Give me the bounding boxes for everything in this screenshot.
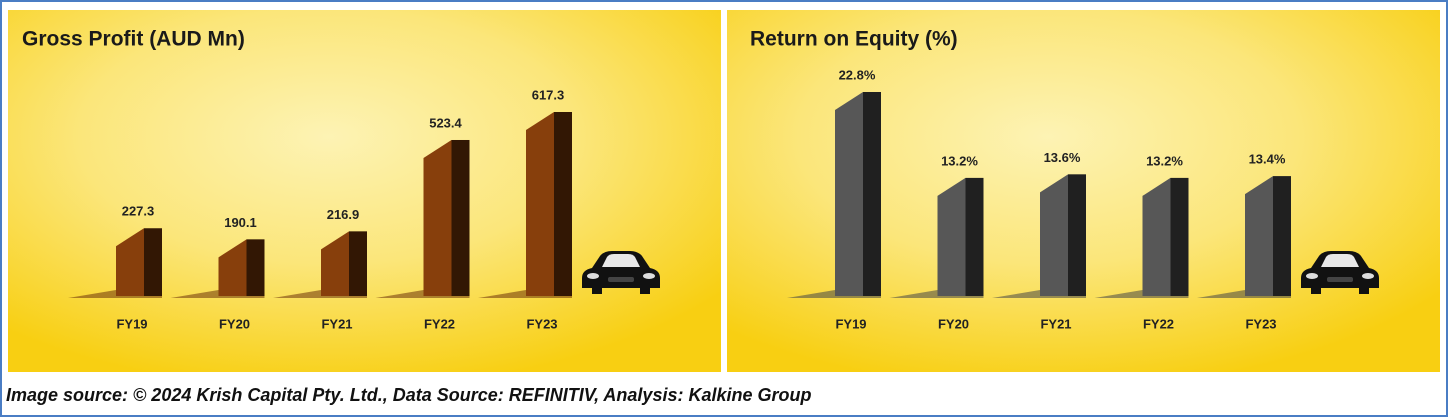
x-tick-label: FY19 [116, 316, 147, 331]
x-tick-label: FY20 [219, 316, 250, 331]
bar-side [1170, 177, 1189, 296]
bar [321, 231, 367, 296]
value-label: 523.4 [429, 115, 462, 130]
x-tick-label: FY23 [1245, 316, 1276, 331]
bar-side [863, 92, 881, 296]
bar-side [144, 228, 162, 296]
x-tick-label: FY21 [321, 316, 352, 331]
caption: Image source: © 2024 Krish Capital Pty. … [6, 385, 811, 405]
value-label: 22.8% [839, 67, 876, 82]
bar-front [1245, 176, 1273, 296]
bar-side [1273, 176, 1291, 296]
bar-front [116, 228, 144, 296]
bar-side [451, 139, 470, 296]
bar [937, 177, 984, 296]
bar [526, 112, 572, 296]
x-tick-label: FY22 [1143, 316, 1174, 331]
bar [1245, 176, 1291, 296]
chart-title: Gross Profit (AUD Mn) [22, 28, 245, 51]
value-label: 13.6% [1044, 150, 1081, 165]
bar-side [246, 239, 265, 296]
x-tick-label: FY23 [526, 316, 557, 331]
value-label: 13.4% [1249, 152, 1286, 167]
chart-title: Return on Equity (%) [750, 28, 958, 51]
bar-side [349, 231, 367, 296]
bar-front [321, 231, 349, 296]
value-label: 227.3 [122, 204, 155, 219]
bar-front [526, 112, 554, 296]
x-tick-label: FY19 [835, 316, 866, 331]
bar [1040, 174, 1086, 296]
value-label: 617.3 [532, 87, 565, 102]
bar-front [937, 177, 966, 296]
bar-side [1068, 174, 1086, 296]
panel-background [8, 10, 721, 372]
value-label: 216.9 [327, 207, 360, 222]
bar-front [835, 92, 863, 296]
bar-side [965, 177, 984, 296]
bar [218, 239, 265, 296]
value-label: 13.2% [1146, 153, 1183, 168]
bar-front [218, 239, 247, 296]
value-label: 13.2% [941, 153, 978, 168]
x-tick-label: FY21 [1040, 316, 1071, 331]
bar-side [554, 112, 572, 296]
bar-front [423, 139, 452, 296]
bar [835, 92, 881, 296]
bar [1142, 177, 1189, 296]
bar [423, 139, 470, 296]
bar [116, 228, 162, 296]
bar-front [1142, 177, 1171, 296]
bar-front [1040, 174, 1068, 296]
x-tick-label: FY20 [938, 316, 969, 331]
x-tick-label: FY22 [424, 316, 455, 331]
value-label: 190.1 [224, 215, 257, 230]
